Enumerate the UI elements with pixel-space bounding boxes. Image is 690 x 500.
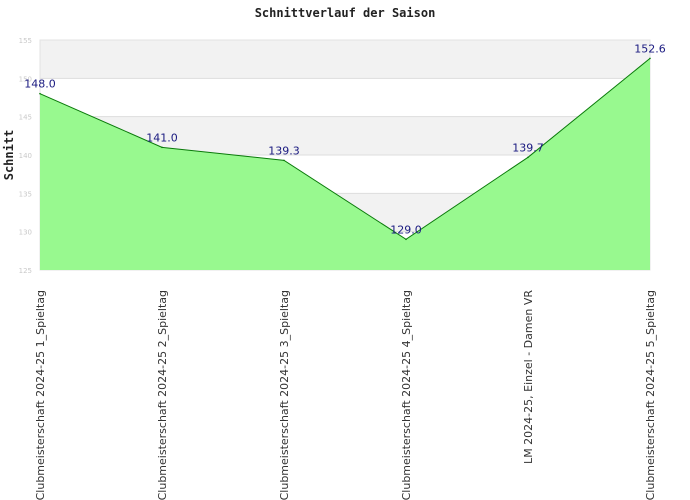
data-point — [405, 238, 407, 241]
y-tick-label: 150 — [19, 75, 32, 83]
data-label: 129.0 — [390, 223, 422, 236]
series-area — [40, 58, 650, 271]
data-label: 141.0 — [146, 131, 178, 144]
x-tick-label: Clubmeisterschaft 2024-25 2_Spieltag — [156, 290, 169, 500]
area-layer — [39, 57, 651, 271]
data-point — [39, 92, 41, 95]
grid-band — [40, 40, 650, 79]
y-tick-label: 140 — [19, 152, 32, 160]
y-tick-label: 155 — [19, 37, 32, 45]
chart-title: Schnittverlauf der Saison — [255, 6, 436, 20]
y-tick-label: 130 — [19, 229, 32, 237]
data-label: 139.3 — [268, 144, 300, 157]
y-axis-label: Schnitt — [2, 130, 16, 181]
data-label: 152.6 — [634, 42, 666, 55]
data-label: 148.0 — [24, 78, 56, 91]
data-point — [283, 159, 285, 162]
x-tick-label: Clubmeisterschaft 2024-25 3_Spieltag — [278, 290, 291, 500]
y-tick-label: 145 — [19, 114, 32, 122]
x-tick-label: Clubmeisterschaft 2024-25 5_Spieltag — [644, 290, 657, 500]
y-tick-label: 125 — [19, 267, 32, 275]
x-axis: Clubmeisterschaft 2024-25 1_Spieltag Club… — [34, 290, 657, 500]
data-point — [161, 146, 163, 149]
data-point — [649, 57, 651, 60]
x-tick-label: LM 2024-25, Einzel - Damen VR — [522, 290, 535, 464]
x-tick-label: Clubmeisterschaft 2024-25 4_Spieltag — [400, 290, 413, 500]
data-labels: 148.0 141.0 139.3 129.0 139.7 152.6 — [24, 42, 666, 236]
y-axis: 125 130 135 140 145 150 155 — [19, 37, 32, 275]
y-tick-label: 135 — [19, 190, 32, 198]
data-point — [527, 156, 529, 159]
data-label: 139.7 — [512, 141, 544, 154]
grid-band — [40, 78, 650, 117]
series-line — [39, 58, 651, 240]
x-tick-label: Clubmeisterschaft 2024-25 1_Spieltag — [34, 290, 47, 500]
